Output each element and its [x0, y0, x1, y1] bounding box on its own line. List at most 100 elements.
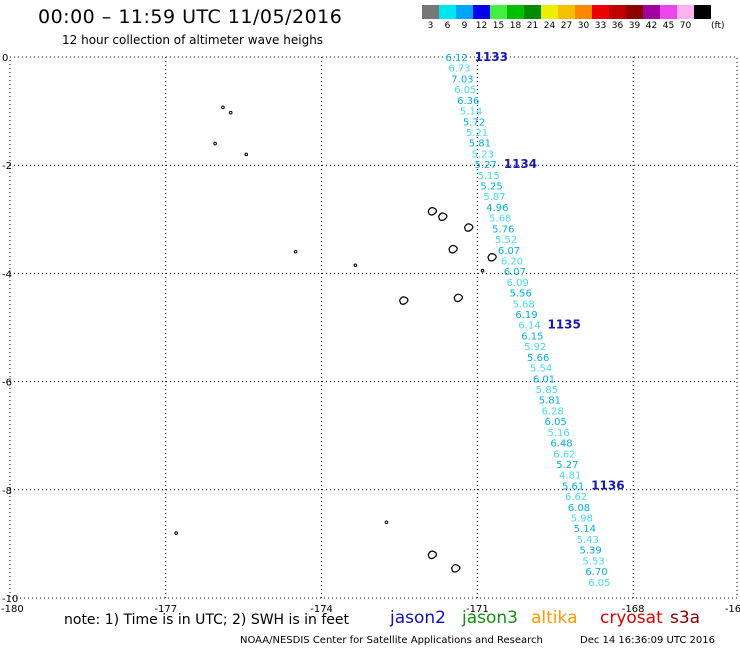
- pass-time-label: 1136: [591, 478, 624, 492]
- swh-value: 5.92: [524, 342, 546, 353]
- scale-swatch: [626, 5, 643, 19]
- scale-label: 70: [679, 21, 692, 31]
- swh-value: 6.48: [550, 439, 572, 450]
- swh-value: 6.20: [501, 256, 523, 267]
- swh-value: 5.81: [469, 139, 491, 150]
- x-tick-label: -174: [310, 604, 333, 615]
- swh-value: 5.52: [495, 235, 517, 246]
- satellite-jason2: jason2: [390, 608, 446, 628]
- y-tick-label: -10: [2, 594, 18, 605]
- swh-value: 6.12: [445, 53, 467, 64]
- swh-value: 5.87: [483, 192, 505, 203]
- swh-value: 5.53: [582, 556, 604, 567]
- swh-value: 6.15: [521, 331, 543, 342]
- map-frame: [9, 56, 738, 599]
- islet-marker: [384, 520, 389, 525]
- islet-marker: [213, 141, 217, 146]
- island-outline: [427, 207, 438, 216]
- scale-swatch: [677, 5, 694, 19]
- scale-label: 36: [611, 21, 624, 31]
- swh-value: 5.23: [472, 149, 494, 160]
- swh-value: 7.03: [451, 74, 473, 85]
- x-tick-label: -171: [466, 604, 489, 615]
- satellite-altika: altika: [531, 608, 578, 628]
- pass-time-label: 1133: [475, 50, 508, 64]
- y-tick-label: -2: [2, 161, 12, 172]
- islet-marker: [228, 110, 233, 115]
- jason2-ground-track: 6.126.737.036.056.365.145.725.215.815.23…: [445, 50, 624, 589]
- swh-value: 5.72: [463, 117, 485, 128]
- scale-label: 12: [475, 21, 488, 31]
- pass-time-label: 1135: [547, 318, 580, 332]
- swh-value: 6.05: [454, 85, 476, 96]
- swh-value: 6.36: [457, 96, 479, 107]
- y-tick-label: -8: [2, 486, 12, 497]
- scale-label: 33: [594, 21, 607, 31]
- swh-value: 5.81: [539, 396, 561, 407]
- swh-value: 6.62: [553, 449, 575, 460]
- swh-value: 5.27: [475, 160, 497, 171]
- swh-value: 6.62: [565, 492, 587, 503]
- island-outline: [437, 212, 448, 221]
- islet-marker: [353, 263, 358, 268]
- swh-value: 5.98: [571, 514, 593, 525]
- scale-label: 42: [645, 21, 658, 31]
- scale-swatch: [643, 5, 660, 19]
- scale-unit: (ft): [711, 21, 725, 31]
- swh-value: 5.76: [492, 224, 514, 235]
- graticule-grid: [10, 57, 737, 598]
- swh-value: 5.61: [562, 481, 584, 492]
- swh-value: 6.09: [507, 278, 529, 289]
- scale-label: 27: [560, 21, 573, 31]
- swh-value: 6.08: [568, 503, 590, 514]
- swh-value: 5.27: [556, 460, 578, 471]
- swh-value: 4.81: [559, 471, 581, 482]
- scale-swatch: [524, 5, 541, 19]
- scale-swatch: [456, 5, 473, 19]
- x-tick-label: -177: [154, 604, 177, 615]
- satellite-s3a: s3a: [670, 608, 701, 628]
- island-outline: [448, 244, 458, 254]
- island-outline: [450, 564, 461, 573]
- scale-label: 3: [427, 21, 434, 31]
- swh-value: 5.14: [460, 107, 482, 118]
- satellite-cryosat: cryosat: [600, 608, 663, 628]
- scale-swatch: [507, 5, 524, 19]
- scale-label: 15: [492, 21, 505, 31]
- scale-label: 45: [662, 21, 675, 31]
- map-subtitle: 12 hour collection of altimeter wave hei…: [62, 33, 324, 47]
- axis-tick-labels: -180 -177 -174 -171 -168 -16 0 -2 -4 -6 -8 -10: [1, 53, 740, 615]
- scale-swatch: [660, 5, 677, 19]
- swh-value: 5.14: [574, 524, 596, 535]
- islet-marker: [244, 152, 249, 157]
- swh-value: 5.15: [478, 171, 500, 182]
- swh-value: 5.16: [547, 428, 569, 439]
- scale-swatch: [473, 5, 490, 19]
- swh-value: 5.54: [530, 364, 552, 375]
- x-tick-label: -180: [1, 604, 24, 615]
- swh-value: 6.07: [504, 267, 526, 278]
- swh-value: 6.05: [545, 417, 567, 428]
- credit-line: NOAA/NESDIS Center for Satellite Applica…: [240, 635, 543, 646]
- island-outline: [487, 253, 497, 262]
- footer-note: note: 1) Time is in UTC; 2) SWH is in fe…: [64, 612, 350, 628]
- islet-marker: [221, 105, 225, 110]
- x-tick-label: -16: [725, 604, 740, 615]
- island-outline: [427, 550, 438, 560]
- y-tick-label: 0: [2, 53, 8, 64]
- map-border: [9, 56, 738, 599]
- swh-value: 5.68: [512, 299, 534, 310]
- pass-time-label: 1134: [504, 157, 537, 171]
- scale-swatch: [575, 5, 592, 19]
- scale-swatch: [422, 5, 439, 19]
- scale-swatch: [694, 5, 711, 19]
- scale-swatch: [592, 5, 609, 19]
- islet-marker: [293, 249, 298, 254]
- satellite-jason3: jason3: [462, 608, 518, 628]
- swh-value: 6.01: [533, 374, 555, 385]
- swh-value: 6.07: [498, 246, 520, 257]
- swh-value: 5.21: [466, 128, 488, 139]
- swh-value: 5.39: [580, 546, 602, 557]
- scale-label: 30: [577, 21, 590, 31]
